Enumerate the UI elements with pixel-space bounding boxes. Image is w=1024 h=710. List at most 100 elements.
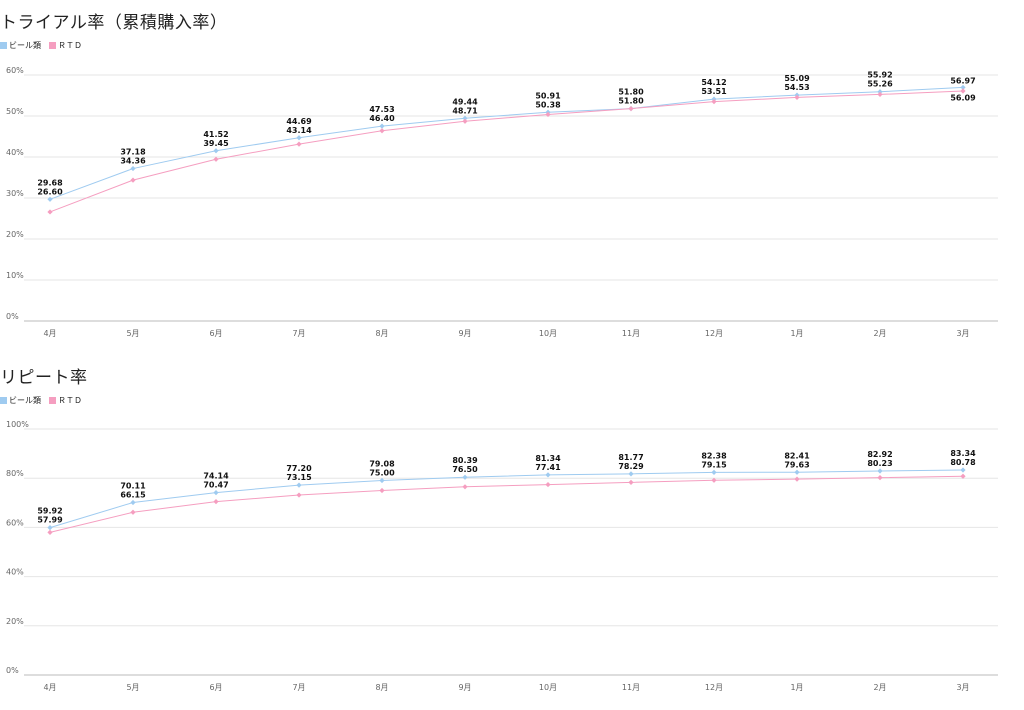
data-point-rtd <box>296 141 302 147</box>
y-tick-label: 60% <box>6 518 24 527</box>
data-label-beer: 50.91 <box>535 91 561 100</box>
legend-label-beer: ビール類 <box>9 41 41 50</box>
data-point-beer <box>545 472 551 478</box>
data-point-rtd <box>379 128 385 134</box>
data-point-beer <box>379 477 385 484</box>
y-tick-label: 60% <box>6 66 24 75</box>
data-point-beer <box>877 89 883 95</box>
data-label-beer: 79.08 <box>369 459 395 468</box>
data-point-rtd <box>794 94 800 101</box>
data-label-rtd: 80.23 <box>867 459 892 468</box>
chart-title: トライアル率（累積購入率） <box>0 13 228 33</box>
data-label-rtd: 79.15 <box>701 460 727 469</box>
data-label-beer: 37.18 <box>120 148 146 157</box>
data-point-beer <box>462 115 468 121</box>
data-label-beer: 82.41 <box>784 451 810 460</box>
x-tick-label: 10月 <box>539 329 557 338</box>
x-tick-label: 12月 <box>705 683 723 692</box>
y-tick-label: 30% <box>6 189 24 198</box>
x-tick-label: 8月 <box>375 683 388 692</box>
y-tick-label: 10% <box>6 271 24 280</box>
data-point-rtd <box>47 529 53 535</box>
repeat-rate-chart: リピート率 ビール類 ＲＴＤ 0% 20% 40% 60% 80% 100% 4月 5月 6月 7… <box>0 355 1024 710</box>
data-label-beer: 41.52 <box>203 130 228 139</box>
series-line-rtd <box>49 90 964 213</box>
data-point-rtd <box>794 476 800 482</box>
data-point-rtd <box>960 88 966 94</box>
x-tick-label: 3月 <box>956 329 969 338</box>
data-label-rtd: 75.00 <box>369 468 395 477</box>
data-point-rtd <box>877 475 883 481</box>
data-point-beer <box>213 490 219 496</box>
legend-label-rtd: ＲＴＤ <box>58 41 82 50</box>
data-point-beer <box>130 165 136 172</box>
data-label-rtd: 79.63 <box>784 460 809 469</box>
data-label-rtd: 50.38 <box>535 100 561 109</box>
data-point-rtd <box>462 484 468 490</box>
data-point-rtd <box>130 509 136 515</box>
x-tick-label: 4月 <box>43 683 56 692</box>
y-tick-label: 40% <box>6 568 24 577</box>
data-label-beer: 47.53 <box>369 105 394 114</box>
y-tick-label: 50% <box>6 107 24 116</box>
legend-swatch-rtd <box>49 397 56 404</box>
data-label-beer: 56.97 <box>950 76 975 85</box>
data-point-rtd <box>296 492 302 498</box>
data-label-beer: 80.39 <box>452 456 478 465</box>
data-label-beer: 51.80 <box>618 88 644 97</box>
data-point-beer <box>462 474 468 480</box>
x-tick-label: 9月 <box>458 329 471 338</box>
data-label-rtd: 26.60 <box>37 187 63 196</box>
data-point-beer <box>296 482 302 488</box>
data-label-beer: 29.68 <box>37 178 63 187</box>
data-label-rtd: 78.29 <box>618 462 644 471</box>
data-label-beer: 77.20 <box>286 464 312 473</box>
data-label-beer: 74.14 <box>203 472 229 481</box>
x-tick-label: 2月 <box>873 329 886 338</box>
data-point-beer <box>960 467 966 473</box>
data-label-rtd: 34.36 <box>120 157 146 166</box>
legend-label-rtd: ＲＴＤ <box>58 396 82 405</box>
x-tick-label: 9月 <box>458 683 471 692</box>
data-label-rtd: 57.99 <box>37 516 63 525</box>
data-point-beer <box>213 148 219 154</box>
legend-item-beer: ビール類 <box>0 395 41 406</box>
data-label-rtd: 70.47 <box>203 481 228 490</box>
data-point-rtd <box>213 156 219 162</box>
x-tick-label: 7月 <box>292 329 305 338</box>
legend: ビール類 ＲＴＤ <box>0 40 82 51</box>
data-point-rtd <box>545 111 551 118</box>
x-tick-label: 7月 <box>292 683 305 692</box>
x-tick-label: 11月 <box>622 329 640 338</box>
data-point-rtd <box>711 99 717 105</box>
data-point-rtd <box>462 118 468 124</box>
data-label-beer: 70.11 <box>120 482 146 491</box>
legend-item-rtd: ＲＴＤ <box>49 40 82 51</box>
data-label-rtd: 66.15 <box>120 491 146 500</box>
data-point-beer <box>794 469 800 475</box>
data-label-rtd: 39.45 <box>203 139 229 148</box>
series-line-rtd <box>49 475 964 533</box>
data-label-beer: 59.92 <box>37 507 62 516</box>
data-point-beer <box>379 123 385 129</box>
data-label-rtd: 53.51 <box>701 87 727 96</box>
x-tick-label: 5月 <box>126 683 139 692</box>
y-tick-label: 20% <box>6 230 24 239</box>
x-tick-label: 2月 <box>873 683 886 692</box>
legend-swatch-beer <box>0 42 7 49</box>
data-label-rtd: 55.26 <box>867 80 893 89</box>
data-label-rtd: 43.14 <box>286 126 312 135</box>
data-label-beer: 55.09 <box>784 74 810 83</box>
x-tick-label: 11月 <box>622 683 640 692</box>
legend-label-beer: ビール類 <box>9 396 41 405</box>
data-point-rtd <box>130 177 136 183</box>
x-tick-label: 1月 <box>790 683 803 692</box>
y-tick-label: 40% <box>6 148 24 157</box>
data-label-rtd: 76.50 <box>452 465 478 474</box>
data-point-rtd <box>877 91 883 98</box>
x-tick-label: 12月 <box>705 329 723 338</box>
chart-title: リピート率 <box>0 368 88 388</box>
legend-swatch-beer <box>0 397 7 404</box>
data-label-rtd: 51.80 <box>618 97 644 106</box>
series-line-beer <box>49 86 964 200</box>
